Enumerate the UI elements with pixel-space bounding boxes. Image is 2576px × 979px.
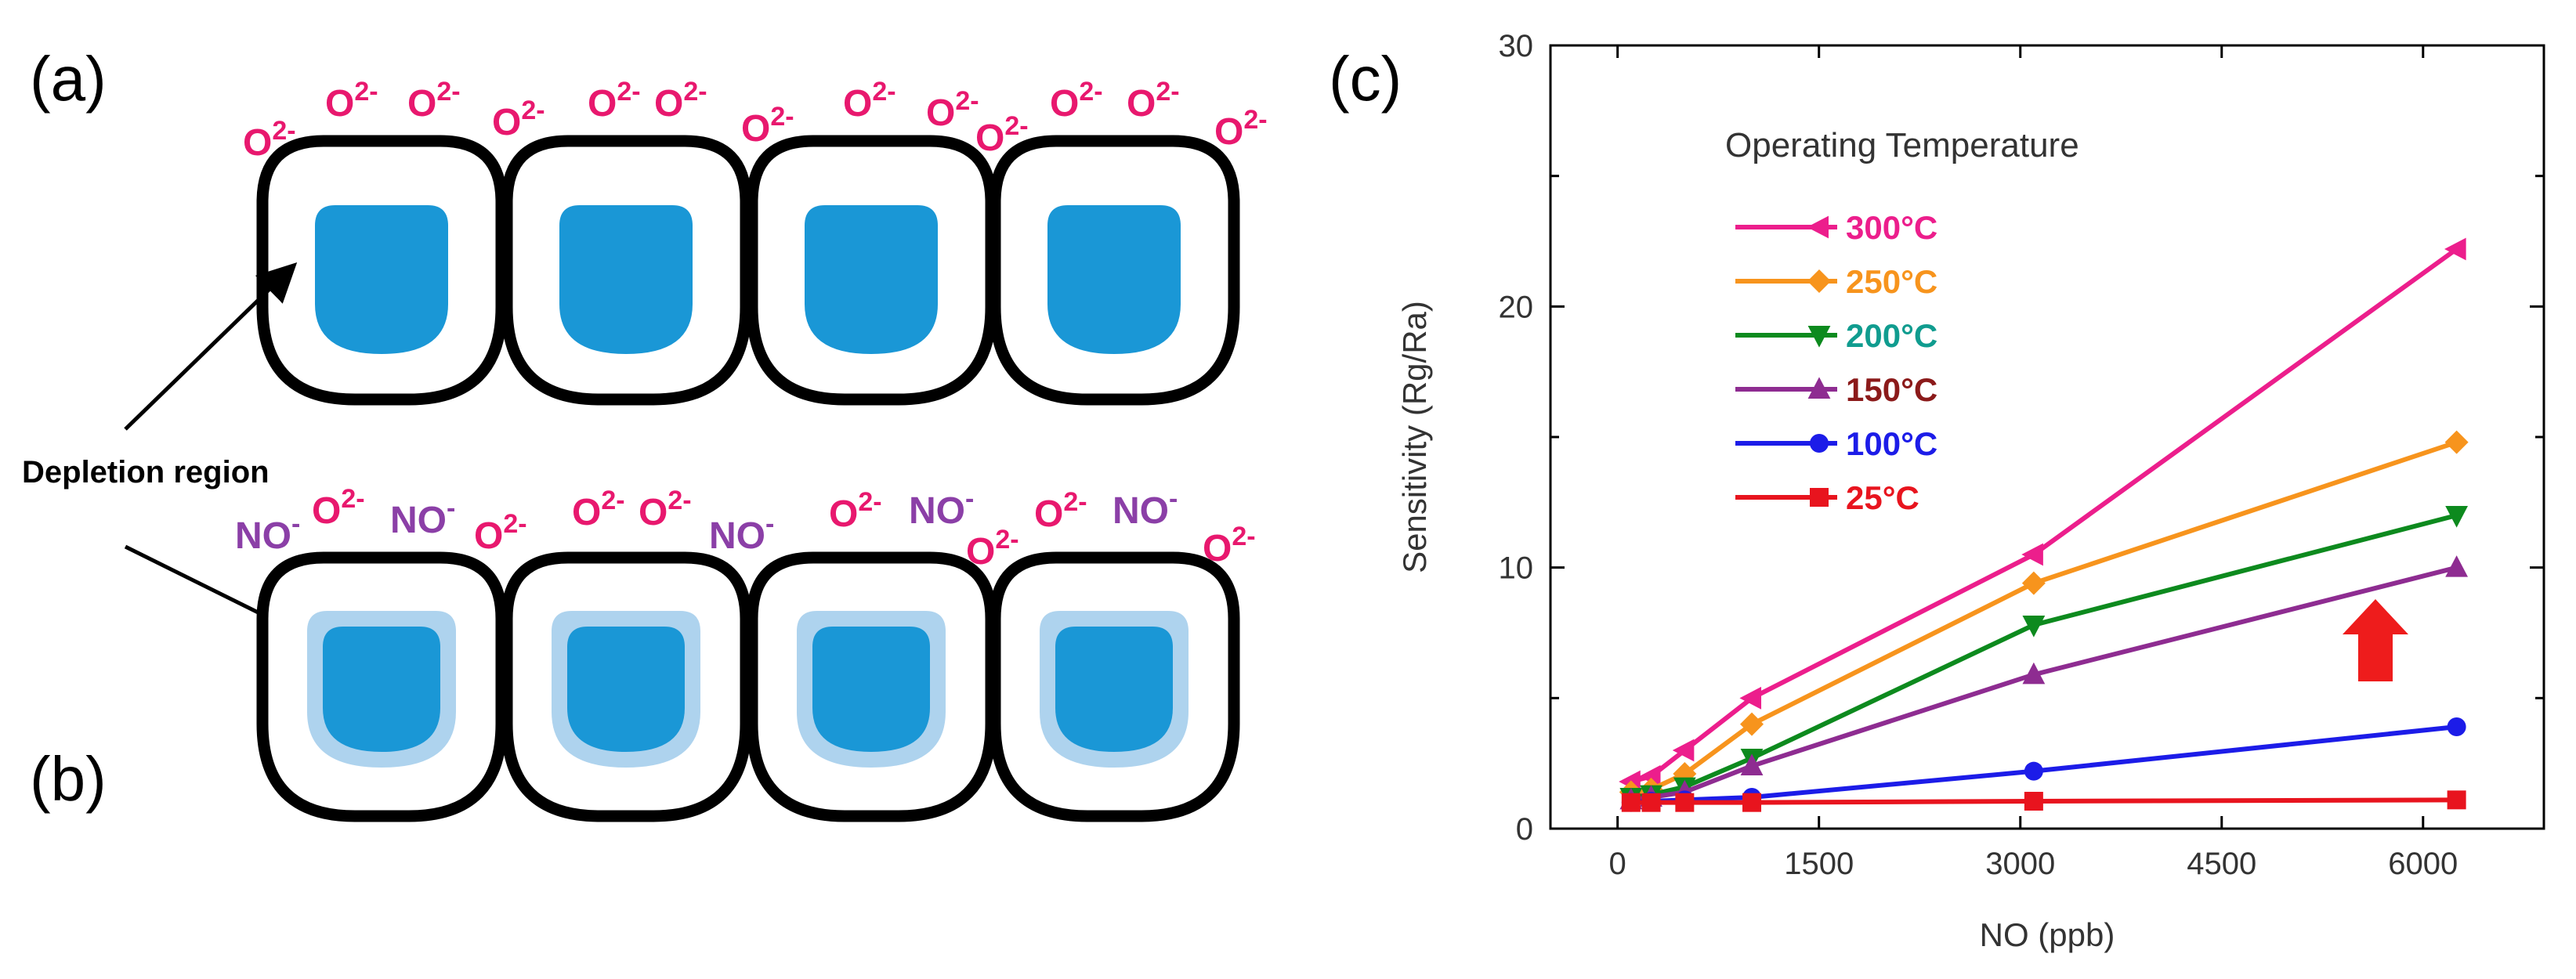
grain-core (1047, 205, 1181, 354)
data-point (1740, 712, 1764, 736)
o2-ion-label: O2- (325, 77, 378, 125)
grain-core (323, 627, 440, 752)
grain-core (812, 627, 930, 752)
grain-core (559, 205, 693, 354)
data-point (1739, 686, 1762, 710)
data-point (1641, 793, 1661, 812)
o2-ion-label: O2- (572, 486, 625, 533)
x-tick-label: 6000 (2388, 847, 2458, 881)
x-tick-label: 0 (1609, 847, 1626, 881)
o2-ion-label: O2- (843, 77, 896, 125)
o2-ion-label: O2- (243, 116, 296, 164)
o2-ion-label: O2- (588, 77, 641, 125)
data-point (1621, 793, 1641, 812)
no-ion-label: NO- (1113, 484, 1178, 532)
data-point (2024, 761, 2043, 781)
o2-ion-label: O2- (1034, 487, 1087, 535)
depletion-arrow-a (124, 262, 298, 431)
o2-ion-label: O2- (639, 486, 692, 533)
legend-title: Operating Temperature (1725, 126, 2079, 164)
data-point (2444, 430, 2469, 454)
x-tick-label: 4500 (2187, 847, 2256, 881)
series-lines (1619, 237, 2469, 812)
data-point (2445, 555, 2469, 577)
data-point (1672, 739, 1695, 762)
legend-label: 300°C (1846, 209, 1937, 246)
data-point (1740, 753, 1764, 775)
y-tick-label: 30 (1499, 29, 1534, 63)
grain-core (567, 627, 685, 752)
legend-marker (1807, 215, 1829, 239)
data-point (2022, 662, 2046, 685)
o2-ion-label: O2- (966, 525, 1019, 573)
sensitivity-chart: 0 1500 3000 4500 6000 0 10 20 30 Operating Tempe… (1396, 29, 2545, 953)
no-ion-label: NO- (390, 493, 455, 541)
legend-label: 150°C (1846, 371, 1937, 408)
legend-marker (1810, 434, 1829, 453)
o2-ion-label: O2- (1127, 77, 1180, 125)
increase-arrow (2343, 599, 2408, 681)
o2-ion-label: O2- (1203, 522, 1256, 569)
o2-ion-label: O2- (829, 487, 882, 535)
legend-label: 200°C (1846, 317, 1937, 354)
o2-ion-label: O2- (312, 484, 365, 532)
legend-label: 25°C (1846, 479, 1919, 516)
panel-label-b: (b) (30, 744, 107, 814)
ion-labels-b: NO- NO-O2-O2- O2- O2- O2-O2-O2-O2-NO- NO- NO- (235, 484, 1256, 573)
legend-label: 100°C (1846, 425, 1937, 462)
data-point (2021, 543, 2043, 566)
o2-ion-label: O2- (492, 96, 545, 143)
grain-core (315, 205, 448, 354)
data-point (2447, 790, 2466, 810)
o2-ion-label: O2- (741, 102, 794, 150)
data-point (2021, 571, 2046, 595)
data-point (2024, 792, 2043, 811)
legend-marker (1810, 488, 1829, 507)
data-point (2444, 237, 2466, 261)
o2-ion-label: O2- (1214, 105, 1268, 153)
panel-label-a: (a) (30, 44, 107, 114)
y-axis-label: Sensitivity (Rg/Ra) (1396, 301, 1433, 573)
o2-ion-label: O2- (654, 77, 707, 125)
y-tick-label: 10 (1499, 551, 1534, 586)
grain-core (1055, 627, 1173, 752)
data-point (1675, 793, 1695, 812)
panel-label-c: (c) (1329, 44, 1402, 114)
data-point (2445, 506, 2469, 528)
y-tick-label: 20 (1499, 290, 1534, 324)
ion-labels-a: O2-O2- O2-O2- O2- O2-O2- O2-O2-O2-O2- O2-O2- (243, 77, 1268, 164)
grain-row-a (256, 135, 1240, 406)
legend: 300°C 250°C 200°C 150°C 100°C 25°C (1735, 209, 1937, 516)
no-ion-label: NO- (709, 509, 774, 557)
x-tick-label: 1500 (1784, 847, 1854, 881)
no-ion-label: NO- (235, 509, 300, 557)
depletion-region-label: Depletion region (22, 455, 270, 490)
x-axis-label: NO (ppb) (1980, 916, 2115, 953)
legend-marker (1807, 377, 1831, 399)
legend-label: 250°C (1846, 263, 1937, 300)
data-point (1742, 793, 1762, 812)
no-ion-label: NO- (909, 484, 974, 532)
o2-ion-label: O2- (407, 77, 461, 125)
o2-ion-label: O2- (1050, 77, 1103, 125)
o2-ion-label: O2- (474, 509, 527, 557)
data-point (2447, 717, 2466, 736)
x-tick-label: 3000 (1985, 847, 2055, 881)
o2-ion-label: O2- (926, 86, 979, 134)
o2-ion-label: O2- (975, 111, 1029, 159)
legend-marker (1807, 326, 1831, 348)
y-tick-label: 0 (1516, 812, 1533, 847)
grain-row-b (256, 551, 1240, 822)
axis-ticks: 0 1500 3000 4500 6000 0 10 20 30 (1499, 29, 2544, 881)
grain-core (805, 205, 938, 354)
data-point (2022, 616, 2046, 638)
legend-marker (1807, 269, 1831, 293)
